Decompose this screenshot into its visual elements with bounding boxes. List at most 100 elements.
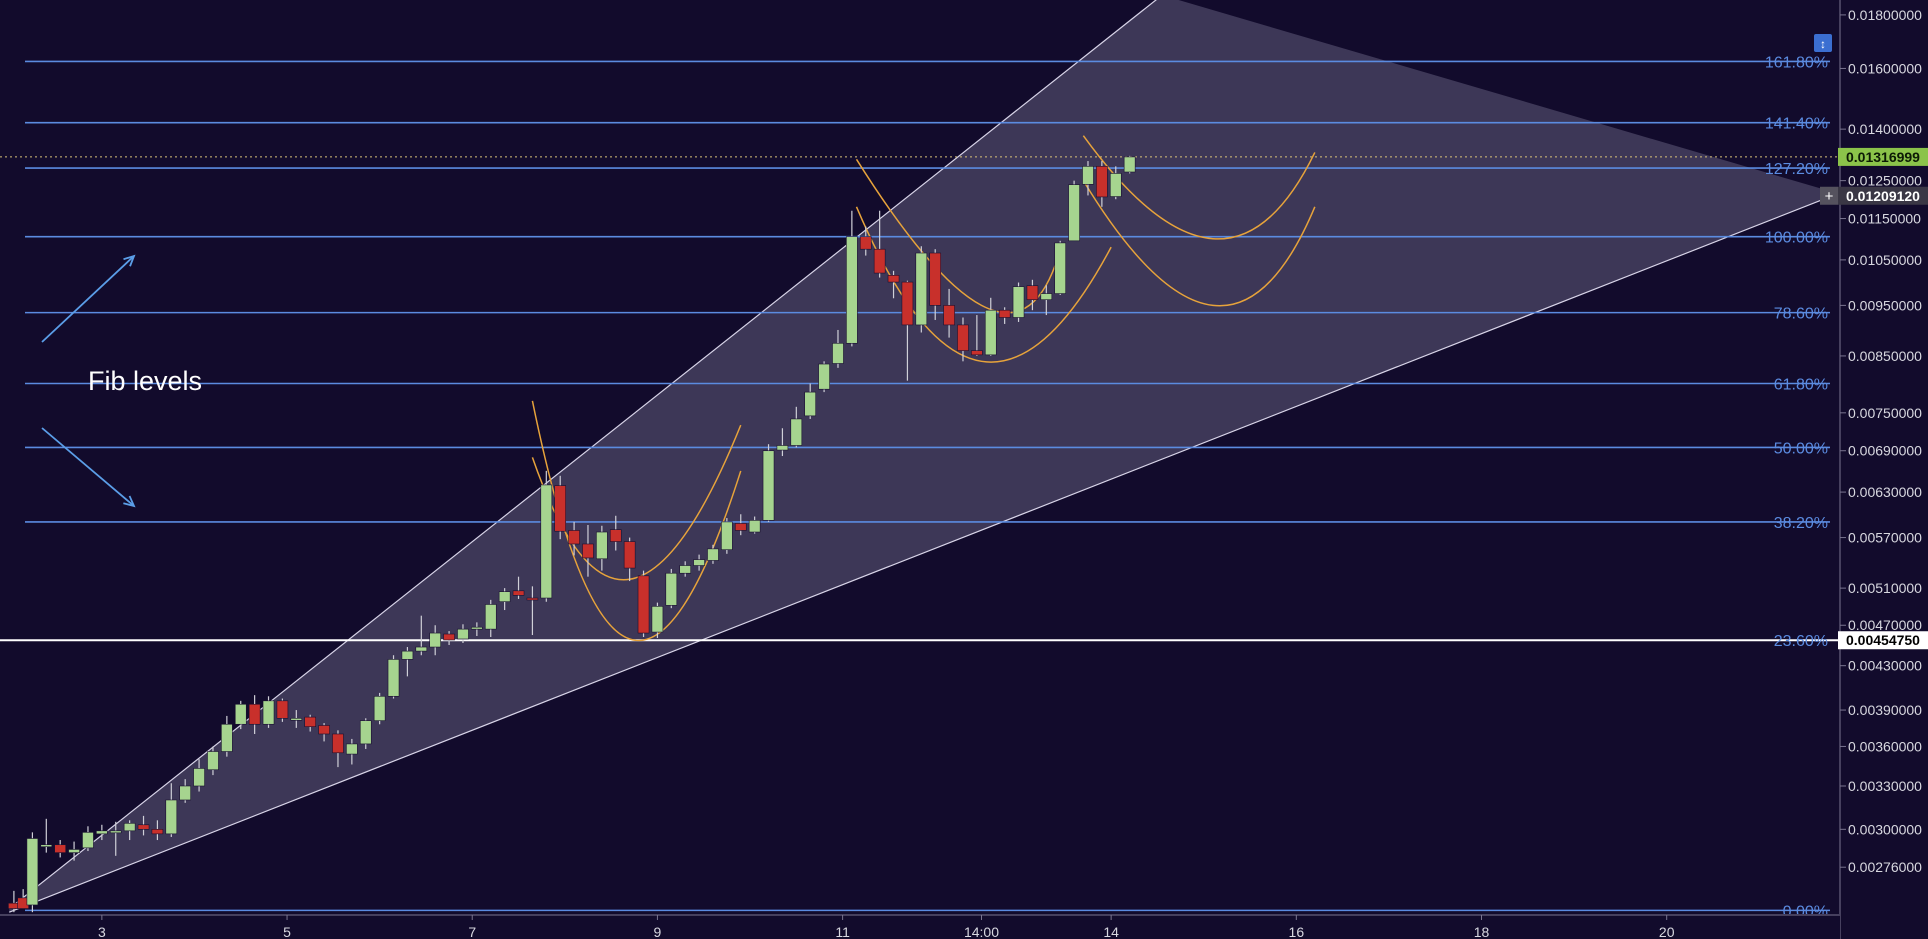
candle-body-81	[1123, 156, 1136, 173]
price-tick-17: 0.00330000	[1848, 778, 1922, 794]
candle-body-21	[290, 717, 303, 721]
candle-body-63	[873, 248, 886, 274]
fib-label-6: 50.00%	[1774, 440, 1828, 457]
fib-label-1: 141.40%	[1765, 116, 1828, 133]
candle-body-51	[707, 548, 719, 561]
cup-curve-5	[1082, 180, 1316, 307]
candle-body-28	[387, 659, 400, 697]
fib-levels: 161.80% 141.40% 127.20% 100.00% 78.60% 61.80%…	[0, 54, 1838, 920]
fib-label-7: 38.20%	[1774, 515, 1828, 532]
time-tick-1: 5	[283, 924, 291, 939]
candle-body-61	[846, 236, 858, 344]
candle-body-4	[54, 844, 66, 853]
price-tick-12: 0.00510000	[1848, 580, 1922, 596]
candle-body-14	[193, 768, 205, 787]
candle-body-58	[804, 391, 817, 417]
price-tick-13: 0.00470000	[1848, 617, 1922, 633]
candle-body-67	[929, 252, 942, 306]
candle-body-36	[498, 591, 511, 602]
candle-body-69	[957, 324, 969, 351]
scale-toggle-icon	[1814, 34, 1832, 52]
fib-label-5: 61.80%	[1774, 376, 1828, 393]
arrow-up	[41, 255, 135, 343]
fib-label-4: 78.60%	[1774, 306, 1828, 323]
candle-body-2	[26, 838, 39, 906]
time-tick-2: 7	[468, 924, 476, 939]
candle-body-26	[359, 720, 372, 745]
candle-body-74	[1026, 285, 1039, 300]
price-tick-11: 0.00570000	[1848, 530, 1922, 546]
candle-body-11	[151, 829, 164, 835]
last-price-badge: 0.01316999	[1846, 149, 1920, 165]
candle-body-55	[762, 450, 775, 521]
candle-body-60	[832, 342, 844, 364]
fib-levels-label: Fib levels	[88, 366, 202, 396]
candle-body-32	[443, 633, 455, 641]
candle-body-62	[859, 236, 872, 250]
candle-body-65	[901, 281, 914, 326]
candle-body-25	[346, 743, 358, 755]
candle-body-20	[276, 700, 289, 719]
price-tick-4: 0.01150000	[1848, 211, 1921, 227]
price-tick-19: 0.00276000	[1848, 859, 1922, 875]
candle-body-12	[165, 799, 178, 835]
price-tick-9: 0.00690000	[1848, 443, 1922, 459]
arrow-down	[41, 427, 135, 507]
candle-body-71	[984, 309, 997, 356]
candle-body-48	[665, 572, 678, 606]
price-channel	[8, 0, 1839, 913]
time-axis: 3 5 7 9 11 14:00 14 16 18 20	[0, 914, 1840, 939]
candle-body-5	[68, 849, 80, 853]
candle-body-18	[248, 703, 261, 725]
candle-body-80	[1109, 173, 1122, 197]
cup-curve-2	[855, 158, 1057, 314]
candle-body-64	[887, 275, 900, 283]
candle-body-22	[304, 716, 316, 727]
candle-body-17	[234, 703, 247, 725]
candle-body-52	[721, 521, 733, 550]
price-tick-6: 0.00950000	[1848, 297, 1922, 313]
candle-body-68	[943, 305, 955, 326]
time-tick-7: 16	[1289, 924, 1305, 939]
candle-body-30	[415, 646, 428, 652]
fib-label-2: 127.20%	[1765, 161, 1828, 178]
candle-body-33	[457, 628, 469, 640]
candle-body-50	[693, 559, 705, 566]
candle-body-54	[748, 520, 761, 533]
arrow-up-head	[123, 254, 136, 267]
candle-body-66	[915, 252, 928, 326]
price-tick-10: 0.00630000	[1848, 484, 1922, 500]
candle-body-15	[207, 751, 219, 771]
candle-body-49	[679, 565, 691, 574]
price-tick-18: 0.00300000	[1848, 821, 1922, 837]
candle-body-13	[179, 785, 191, 801]
candle-body-35	[484, 604, 497, 630]
candle-body-29	[401, 650, 414, 660]
candle-body-70	[971, 350, 983, 356]
candle-body-45	[623, 541, 636, 569]
candle-body-56	[776, 445, 789, 451]
channel-upper-line	[8, 0, 1157, 910]
scale-toggle-arrows: ↕	[1820, 37, 1826, 51]
price-tick-1: 0.01600000	[1848, 60, 1922, 76]
price-tick-16: 0.00360000	[1848, 738, 1922, 754]
candle-body-16	[221, 723, 233, 752]
candle-body-31	[429, 632, 441, 648]
time-tick-6: 14	[1103, 924, 1119, 939]
add-button-bg	[1820, 186, 1838, 205]
price-tick-7: 0.00850000	[1848, 348, 1922, 364]
cursor-price-badge: 0.01209120	[1846, 188, 1920, 204]
price-tick-5: 0.01050000	[1848, 252, 1922, 268]
time-tick-9: 20	[1659, 924, 1675, 939]
candle-body-44	[609, 529, 622, 542]
candle-body-7	[96, 830, 108, 835]
candle-body-59	[818, 363, 830, 390]
price-axis-bg	[1838, 0, 1928, 939]
candle-body-38	[526, 597, 539, 601]
fib-label-3: 100.00%	[1765, 230, 1828, 247]
candle-body-9	[123, 822, 136, 832]
cursor-price-badge-bg	[1838, 186, 1928, 205]
plus-icon: +	[1825, 188, 1834, 205]
